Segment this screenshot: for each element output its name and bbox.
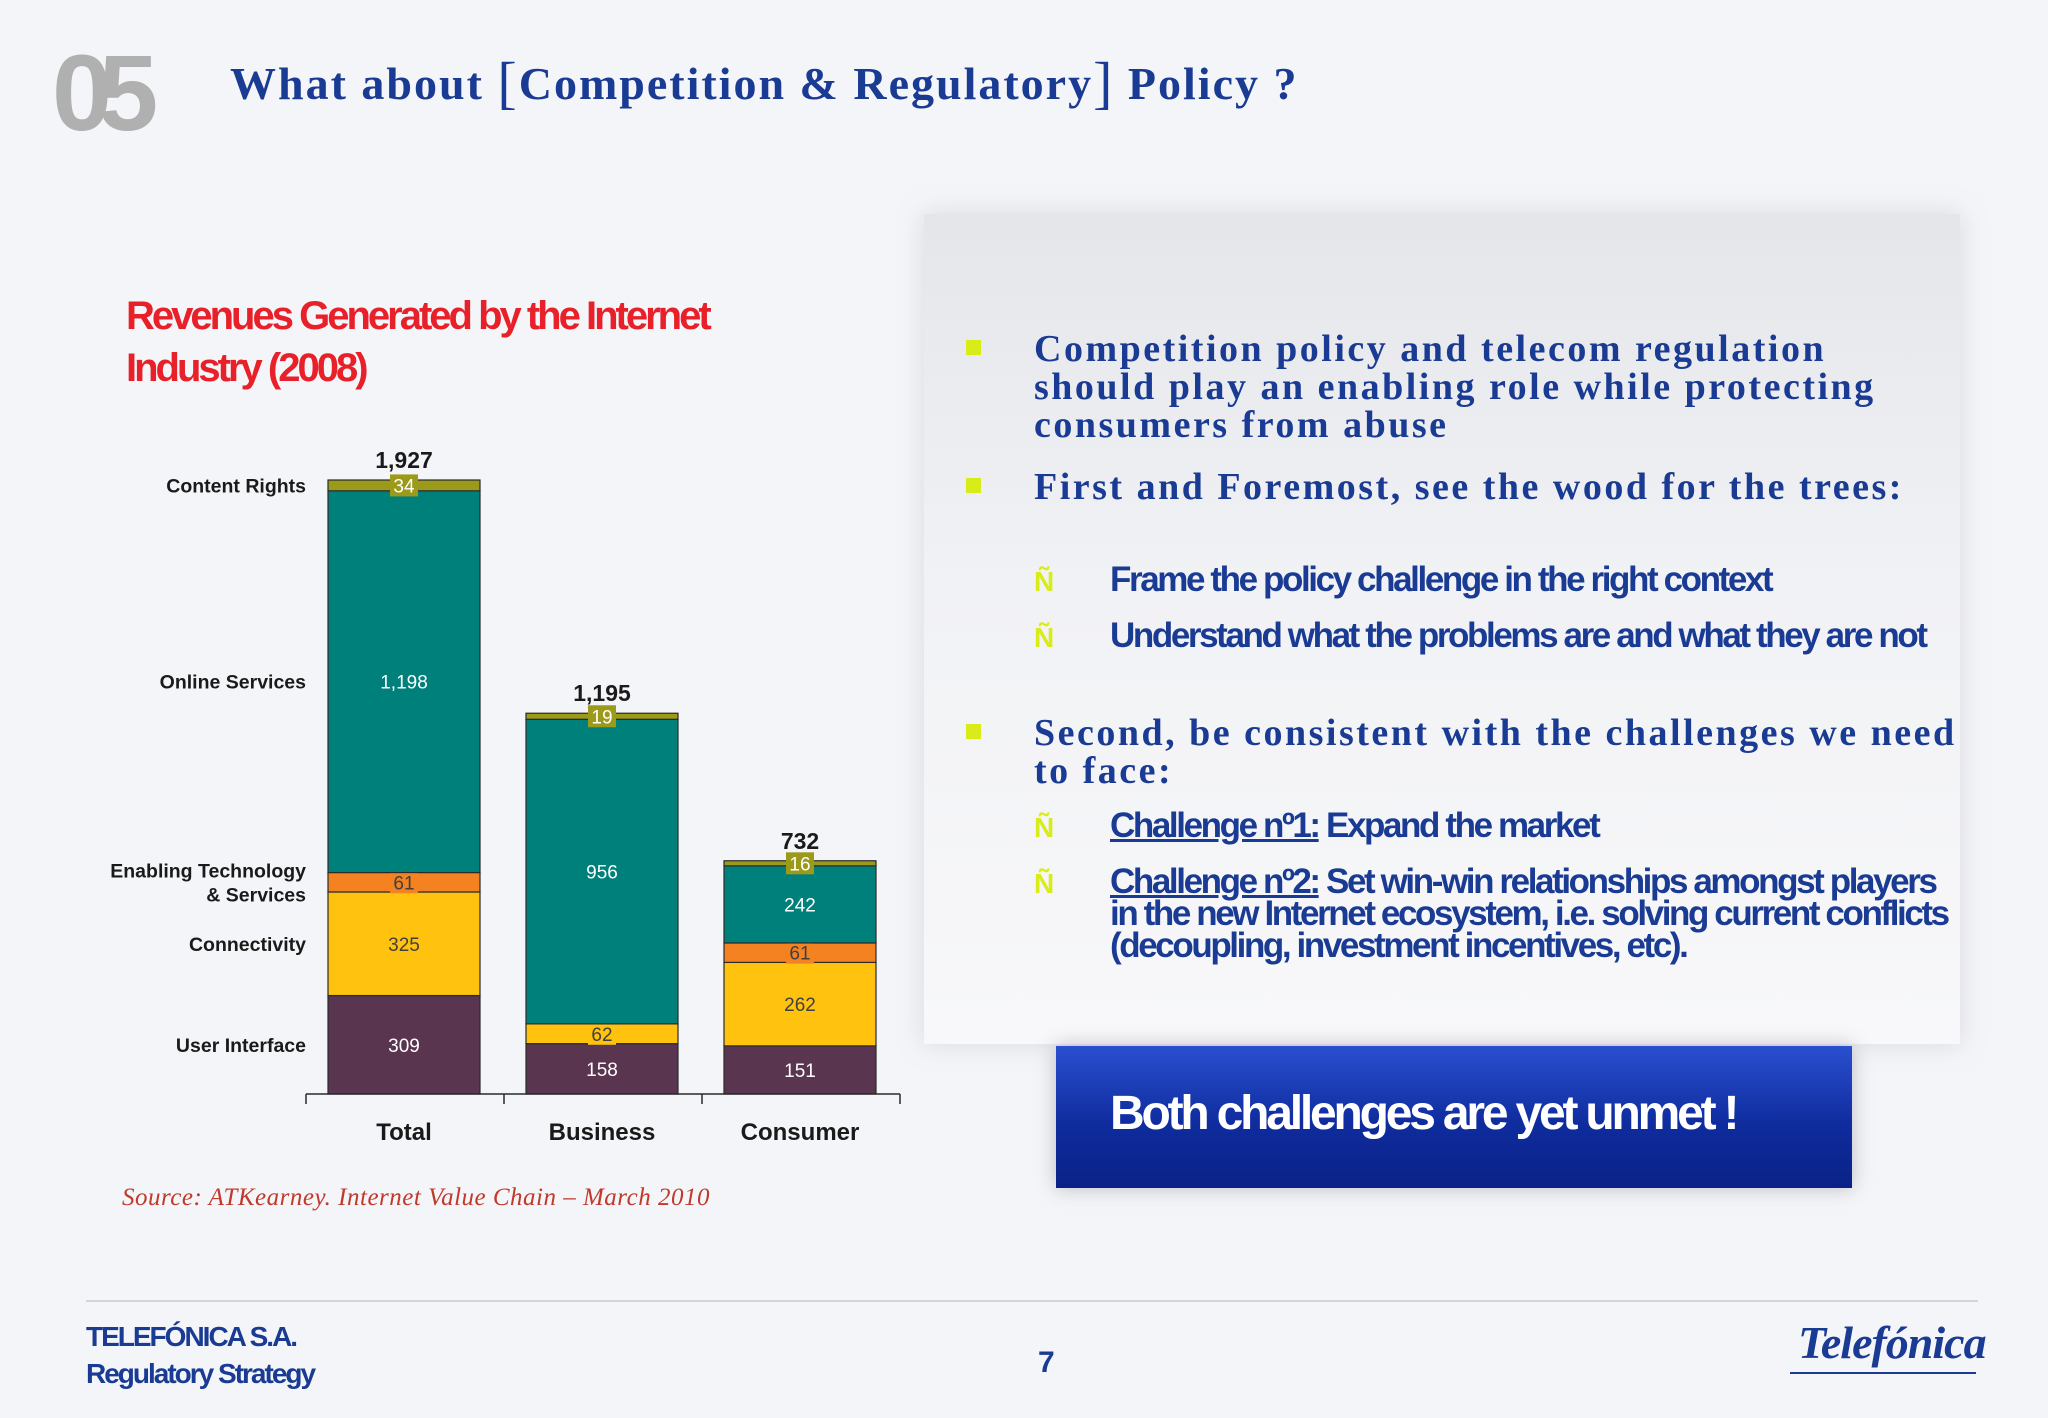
callout-box: Both challenges are yet unmet ! (1056, 1046, 1852, 1188)
row-label-content-rights: Content Rights (166, 475, 306, 497)
sub-bullet-marker-3: Ñ (1034, 812, 1055, 843)
data-label-business-connectivity: 62 (591, 1025, 612, 1046)
data-label-bg-total-content-rights (390, 474, 418, 497)
data-label-consumer-connectivity: 262 (784, 995, 816, 1016)
slide-title: What about [Competition & Regulatory] Po… (230, 46, 1299, 115)
footer-company: TELEFÓNICA S.A. (86, 1321, 298, 1352)
row-label-connectivity: Connectivity (189, 934, 306, 956)
bar-segment-consumer-online-services (723, 865, 877, 944)
callout-text: Both challenges are yet unmet ! (1110, 1087, 1740, 1140)
bullet-marker-3 (966, 724, 981, 739)
title-bracket-close: ] (1093, 50, 1115, 115)
bar-segment-business-online-services (525, 718, 679, 1025)
category-label-business: Business (549, 1119, 656, 1146)
bar-segment-consumer-connectivity (723, 961, 877, 1047)
footer-divider (86, 1300, 1978, 1302)
bar-segment-total-online-services (327, 490, 481, 874)
row-label-enabling-technology-services-line-2: & Services (206, 884, 306, 906)
section-number: 05 (52, 32, 158, 153)
page-number: 7 (1038, 1346, 1055, 1379)
data-label-business-online-services: 956 (586, 863, 618, 884)
row-label-user-interface: User Interface (176, 1035, 306, 1057)
data-label-total-connectivity: 325 (388, 935, 420, 956)
row-label-online-services: Online Services (160, 672, 306, 694)
challenge-2-label: Challenge nº2: (1110, 862, 1321, 901)
sub-bullet-marker-4: Ñ (1034, 868, 1055, 899)
data-label-business-user-interface: 158 (586, 1060, 618, 1081)
data-label-bg-business-content-rights (588, 705, 616, 728)
data-label-business-content-rights: 19 (591, 707, 612, 728)
category-label-consumer: Consumer (741, 1119, 860, 1146)
bullet-marker-1 (966, 340, 981, 355)
title-bracket-open: [ (497, 50, 519, 115)
data-label-total-user-interface: 309 (388, 1036, 420, 1057)
category-label-total: Total (376, 1119, 432, 1146)
key-points-panel (924, 214, 1960, 1044)
sub-bullet-marker-2: Ñ (1034, 622, 1055, 653)
sub-bullet-marker-1: Ñ (1034, 566, 1055, 597)
bar-segment-total-connectivity (327, 891, 481, 997)
bullet-text-2: First and Foremost, see the wood for the… (1034, 466, 1904, 508)
data-label-consumer-user-interface: 151 (784, 1061, 816, 1082)
revenue-chart: 309 325 61 1,198 34 1,927 Total 158 62 956 191,195… (110, 447, 901, 1146)
data-label-total-enabling-technology-services: 61 (393, 873, 414, 894)
footer-department: Regulatory Strategy (86, 1358, 316, 1389)
title-suffix: Policy ? (1114, 58, 1299, 109)
title-prefix: What about (230, 58, 498, 109)
data-label-bg-business-connectivity (588, 1022, 616, 1045)
chart-source: Source: ATKearney. Internet Value Chain … (122, 1184, 710, 1211)
sub-bullet-text-1: Frame the policy challenge in the right … (1110, 560, 1774, 599)
bar-segment-consumer-user-interface (723, 1045, 877, 1095)
data-label-total-content-rights: 34 (393, 476, 415, 497)
sub-bullet-text-3: Challenge nº1: Expand the market (1110, 808, 1960, 843)
data-label-consumer-content-rights: 16 (789, 854, 810, 875)
total-label-consumer: 732 (781, 828, 819, 854)
telefonica-logo: Telefónica (1798, 1317, 1987, 1368)
bar-segment-business-user-interface (525, 1043, 679, 1095)
data-label-bg-consumer-content-rights (786, 852, 814, 875)
sub-bullet-text-2: Understand what the problems are and wha… (1110, 616, 1928, 655)
bullet-marker-2 (966, 478, 981, 493)
logo-underline (1790, 1372, 1976, 1374)
challenge-1-label: Challenge nº1: (1110, 806, 1321, 845)
data-label-consumer-online-services: 242 (784, 895, 816, 916)
bullet-text-1: Competition policy and telecom regulatio… (1034, 328, 1876, 446)
footer-company-block: TELEFÓNICA S.A. Regulatory Strategy (86, 1318, 316, 1392)
bullet-text-3: Second, be consistent with the challenge… (1034, 712, 1957, 792)
data-label-total-online-services: 1,198 (380, 673, 428, 694)
total-label-total: 1,927 (375, 447, 433, 473)
challenge-1-text: Expand the market (1318, 806, 1601, 845)
sub-bullet-text-4: Challenge nº2: Set win-win relationships… (1110, 864, 1966, 963)
data-label-bg-consumer-enabling-technology-services (786, 941, 814, 964)
total-label-business: 1,195 (573, 680, 631, 706)
data-label-bg-total-enabling-technology-services (390, 871, 418, 894)
title-topic: Competition & Regulatory (518, 58, 1094, 109)
data-label-consumer-enabling-technology-services: 61 (789, 944, 810, 965)
chart-title: Revenues Generated by the Internet Indus… (126, 294, 712, 390)
bar-segment-total-user-interface (327, 994, 481, 1095)
challenge-2-text: Set win-win relationships amongst player… (1110, 862, 1950, 965)
row-label-enabling-technology-services-line-1: Enabling Technology (110, 860, 306, 882)
